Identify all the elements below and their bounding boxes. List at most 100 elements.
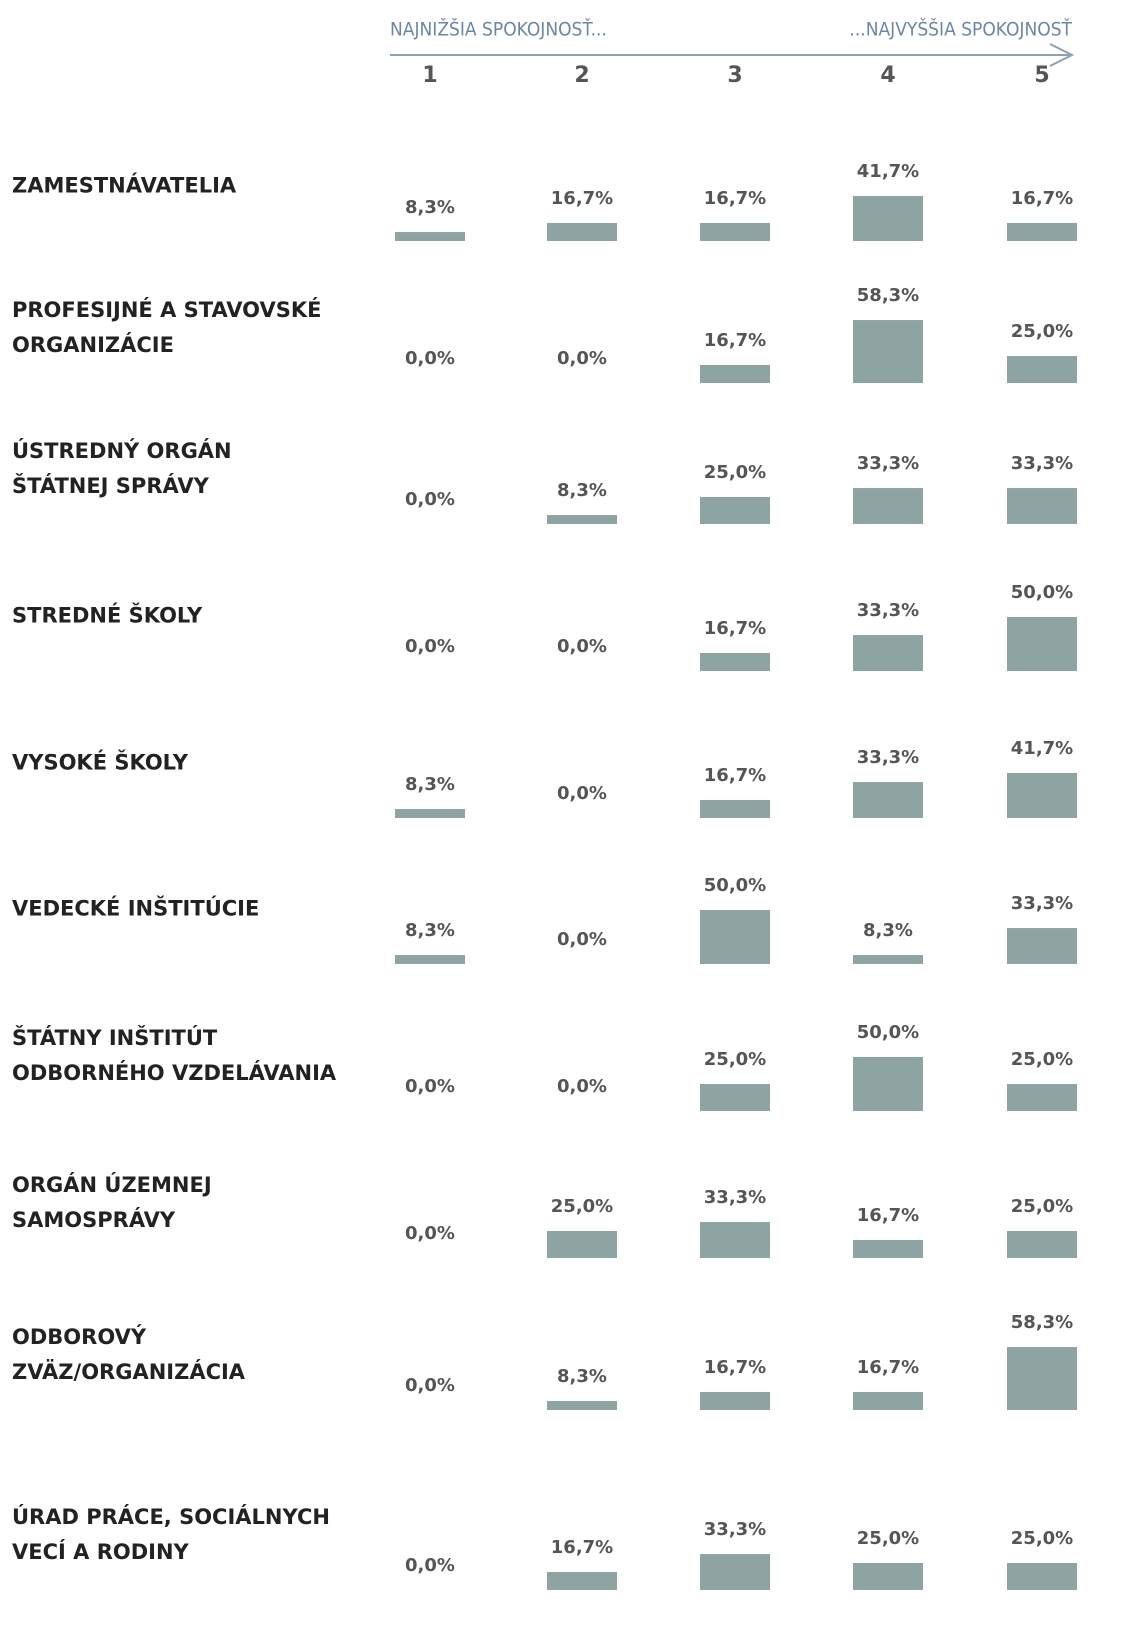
bar bbox=[1007, 1563, 1077, 1590]
row-label: ÚRAD PRÁCE, SOCIÁLNYCH VECÍ A RODINY bbox=[12, 1505, 330, 1564]
bar bbox=[700, 652, 770, 671]
value-label: 33,3% bbox=[1011, 893, 1073, 914]
bar bbox=[700, 1391, 770, 1410]
bar bbox=[700, 1084, 770, 1111]
bar bbox=[1007, 772, 1077, 818]
bar bbox=[853, 1563, 923, 1590]
row-label: ÚSTREDNÝ ORGÁN ŠTÁTNEJ SPRÁVY bbox=[12, 439, 232, 498]
column-number: 4 bbox=[880, 63, 895, 88]
value-label: 33,3% bbox=[857, 453, 919, 474]
value-label: 0,0% bbox=[557, 636, 607, 657]
column-number: 2 bbox=[574, 63, 589, 88]
value-label: 25,0% bbox=[551, 1196, 613, 1217]
bar bbox=[395, 809, 465, 818]
bar bbox=[853, 955, 923, 964]
row-label: VYSOKÉ ŠKOLY bbox=[12, 750, 188, 775]
value-label: 16,7% bbox=[704, 1357, 766, 1378]
value-label: 16,7% bbox=[704, 618, 766, 639]
value-label: 33,3% bbox=[857, 600, 919, 621]
bar bbox=[853, 1239, 923, 1258]
value-label: 25,0% bbox=[1011, 1196, 1073, 1217]
scale-high-label: ...NAJVYŠŠIA SPOKOJNOSŤ bbox=[849, 17, 1072, 41]
value-label: 8,3% bbox=[405, 774, 455, 795]
bar bbox=[853, 1057, 923, 1111]
value-label: 0,0% bbox=[405, 636, 455, 657]
bar bbox=[853, 782, 923, 818]
value-label: 33,3% bbox=[857, 747, 919, 768]
value-label: 16,7% bbox=[551, 188, 613, 209]
bar bbox=[395, 955, 465, 964]
value-label: 0,0% bbox=[557, 348, 607, 369]
column-number: 5 bbox=[1034, 63, 1049, 88]
column-number: 3 bbox=[727, 63, 742, 88]
value-label: 25,0% bbox=[1011, 1528, 1073, 1549]
value-label: 16,7% bbox=[704, 765, 766, 786]
row-label: ODBOROVÝ ZVÄZ/ORGANIZÁCIA bbox=[12, 1325, 246, 1384]
row-label: ZAMESTNÁVATELIA bbox=[12, 173, 237, 198]
value-label: 8,3% bbox=[557, 1366, 607, 1387]
value-label: 33,3% bbox=[704, 1519, 766, 1540]
value-label: 8,3% bbox=[863, 920, 913, 941]
bar bbox=[547, 222, 617, 241]
value-label: 8,3% bbox=[405, 920, 455, 941]
value-label: 33,3% bbox=[1011, 453, 1073, 474]
value-label: 25,0% bbox=[1011, 1049, 1073, 1070]
value-label: 25,0% bbox=[704, 1049, 766, 1070]
value-label: 16,7% bbox=[704, 330, 766, 351]
bar bbox=[1007, 1084, 1077, 1111]
value-label: 16,7% bbox=[704, 188, 766, 209]
value-label: 41,7% bbox=[1011, 738, 1073, 759]
bar bbox=[1007, 1231, 1077, 1258]
bar bbox=[395, 232, 465, 241]
bar bbox=[853, 488, 923, 524]
value-label: 16,7% bbox=[857, 1357, 919, 1378]
bar bbox=[1007, 928, 1077, 964]
value-label: 16,7% bbox=[857, 1205, 919, 1226]
bar bbox=[1007, 488, 1077, 524]
value-label: 25,0% bbox=[857, 1528, 919, 1549]
value-label: 25,0% bbox=[704, 462, 766, 483]
bar bbox=[700, 910, 770, 964]
bar bbox=[1007, 1347, 1077, 1410]
value-label: 0,0% bbox=[405, 1555, 455, 1576]
value-label: 25,0% bbox=[1011, 321, 1073, 342]
bar bbox=[853, 1391, 923, 1410]
column-number: 1 bbox=[422, 63, 437, 88]
value-label: 0,0% bbox=[557, 929, 607, 950]
value-label: 0,0% bbox=[405, 489, 455, 510]
bar bbox=[700, 1222, 770, 1258]
value-label: 0,0% bbox=[557, 783, 607, 804]
value-label: 16,7% bbox=[1011, 188, 1073, 209]
bar bbox=[700, 364, 770, 383]
bar bbox=[547, 1231, 617, 1258]
value-label: 50,0% bbox=[704, 875, 766, 896]
value-label: 58,3% bbox=[857, 285, 919, 306]
value-label: 58,3% bbox=[1011, 1312, 1073, 1333]
bar bbox=[700, 222, 770, 241]
bar bbox=[700, 1554, 770, 1590]
bar bbox=[547, 1571, 617, 1590]
scale-low-label: NAJNIŽŠIA SPOKOJNOSŤ... bbox=[390, 17, 607, 41]
value-label: 0,0% bbox=[405, 1076, 455, 1097]
value-label: 50,0% bbox=[1011, 582, 1073, 603]
row-label: ORGÁN ÚZEMNEJ SAMOSPRÁVY bbox=[12, 1173, 212, 1232]
bar bbox=[700, 799, 770, 818]
value-label: 8,3% bbox=[405, 197, 455, 218]
bar bbox=[700, 497, 770, 524]
bar bbox=[853, 635, 923, 671]
value-label: 16,7% bbox=[551, 1537, 613, 1558]
bar bbox=[1007, 356, 1077, 383]
row-label: STREDNÉ ŠKOLY bbox=[12, 603, 203, 628]
value-label: 50,0% bbox=[857, 1022, 919, 1043]
row-label: PROFESIJNÉ A STAVOVSKÉ ORGANIZÁCIE bbox=[12, 298, 322, 357]
value-label: 0,0% bbox=[557, 1076, 607, 1097]
value-label: 0,0% bbox=[405, 348, 455, 369]
bar bbox=[1007, 617, 1077, 671]
bar bbox=[547, 1401, 617, 1410]
bar bbox=[853, 320, 923, 383]
bar bbox=[547, 515, 617, 524]
scale-arrowhead bbox=[1049, 43, 1075, 67]
value-label: 0,0% bbox=[405, 1223, 455, 1244]
